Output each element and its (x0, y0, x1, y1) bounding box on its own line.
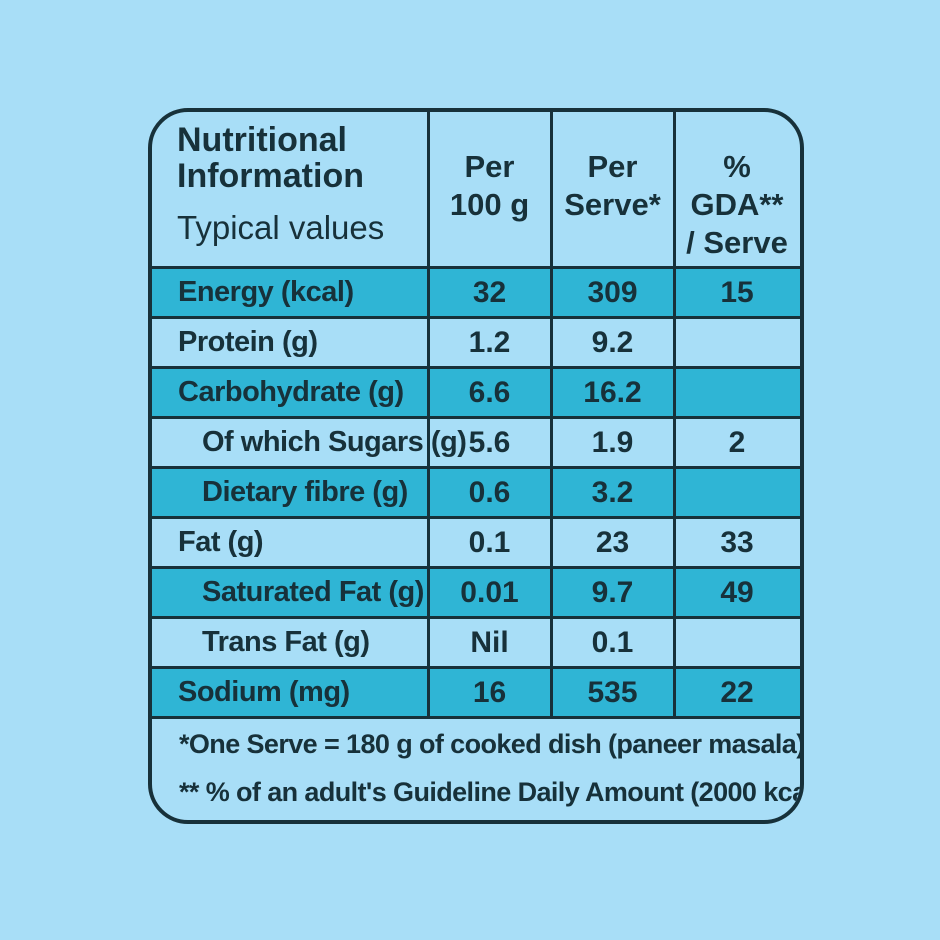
per-100g-value: 5.6 (468, 425, 511, 459)
table-row-dietary-fibre: Dietary fibre (g) 0.6 3.2 (152, 469, 800, 519)
per-serve-value: 0.1 (591, 625, 634, 659)
per-serve-value: 9.7 (591, 575, 634, 609)
table-row-sugars: Of which Sugars (g) 5.6 1.9 2 (152, 419, 800, 469)
header-title-line2: Information (177, 157, 364, 195)
per-serve-value: 1.9 (591, 425, 634, 459)
row-label: Sodium (mg) (178, 676, 350, 708)
per-100g-value: 6.6 (468, 375, 511, 409)
per-serve-value: 3.2 (591, 475, 634, 509)
header-per-serve-line2: Serve* (564, 187, 661, 222)
gda-value (674, 469, 800, 516)
table-header: Nutritional Information Typical values P… (152, 112, 800, 269)
header-subtitle: Typical values (177, 209, 385, 246)
gda-value: 33 (720, 525, 754, 559)
header-gda: % GDA** / Serve (674, 148, 800, 262)
per-100g-value: 0.6 (468, 475, 511, 509)
footnote-serve: *One Serve = 180 g of cooked dish (panee… (179, 729, 804, 759)
gda-value: 22 (720, 675, 754, 709)
per-serve-value: 16.2 (583, 375, 642, 409)
gda-value (674, 319, 800, 366)
per-serve-value: 535 (587, 675, 638, 709)
row-label: Protein (g) (178, 326, 318, 358)
row-label: Saturated Fat (g) (202, 576, 424, 608)
column-divider (550, 112, 553, 719)
row-label: Carbohydrate (g) (178, 376, 404, 408)
header-title: Nutritional Information (177, 122, 364, 194)
row-label: Of which Sugars (g) (202, 426, 467, 458)
table-row-carbohydrate: Carbohydrate (g) 6.6 16.2 (152, 369, 800, 419)
header-per-100g: Per 100 g (428, 148, 551, 224)
per-serve-value: 23 (595, 525, 630, 559)
row-label: Trans Fat (g) (202, 626, 370, 658)
header-gda-line1: % GDA** (690, 149, 784, 222)
nutrition-panel: Nutritional Information Typical values P… (148, 108, 804, 824)
gda-value: 2 (728, 425, 746, 459)
per-100g-value: 0.01 (460, 575, 519, 609)
header-per-100g-line1: Per (464, 149, 515, 184)
per-100g-value: 0.1 (468, 525, 511, 559)
footnotes: *One Serve = 180 g of cooked dish (panee… (152, 719, 800, 820)
table-row-fat: Fat (g) 0.1 23 33 (152, 519, 800, 569)
column-divider (427, 112, 430, 719)
table-row-energy: Energy (kcal) 32 309 15 (152, 269, 800, 319)
gda-value (674, 369, 800, 416)
per-100g-value: 16 (472, 675, 507, 709)
column-divider (673, 112, 676, 719)
table-row-trans-fat: Trans Fat (g) Nil 0.1 (152, 619, 800, 669)
row-label: Dietary fibre (g) (202, 476, 408, 508)
header-title-line1: Nutritional (177, 121, 347, 159)
gda-value: 15 (720, 275, 754, 309)
table-row-sodium: Sodium (mg) 16 535 22 (152, 669, 800, 719)
footnote-gda: ** % of an adult's Guideline Daily Amoun… (179, 777, 804, 807)
per-serve-value: 309 (587, 275, 638, 309)
per-100g-value: 1.2 (468, 325, 511, 359)
header-per-100g-line2: 100 g (449, 187, 530, 222)
table-row-saturated-fat: Saturated Fat (g) 0.01 9.7 49 (152, 569, 800, 619)
per-serve-value: 9.2 (591, 325, 634, 359)
header-per-serve-line1: Per (587, 149, 638, 184)
per-100g-value: Nil (470, 625, 509, 659)
gda-value: 49 (720, 575, 754, 609)
gda-value (674, 619, 800, 666)
header-gda-line2: / Serve (686, 225, 788, 260)
per-100g-value: 32 (472, 275, 507, 309)
row-label: Fat (g) (178, 526, 264, 558)
table-row-protein: Protein (g) 1.2 9.2 (152, 319, 800, 369)
header-per-serve: Per Serve* (551, 148, 674, 224)
row-label: Energy (kcal) (178, 276, 354, 308)
